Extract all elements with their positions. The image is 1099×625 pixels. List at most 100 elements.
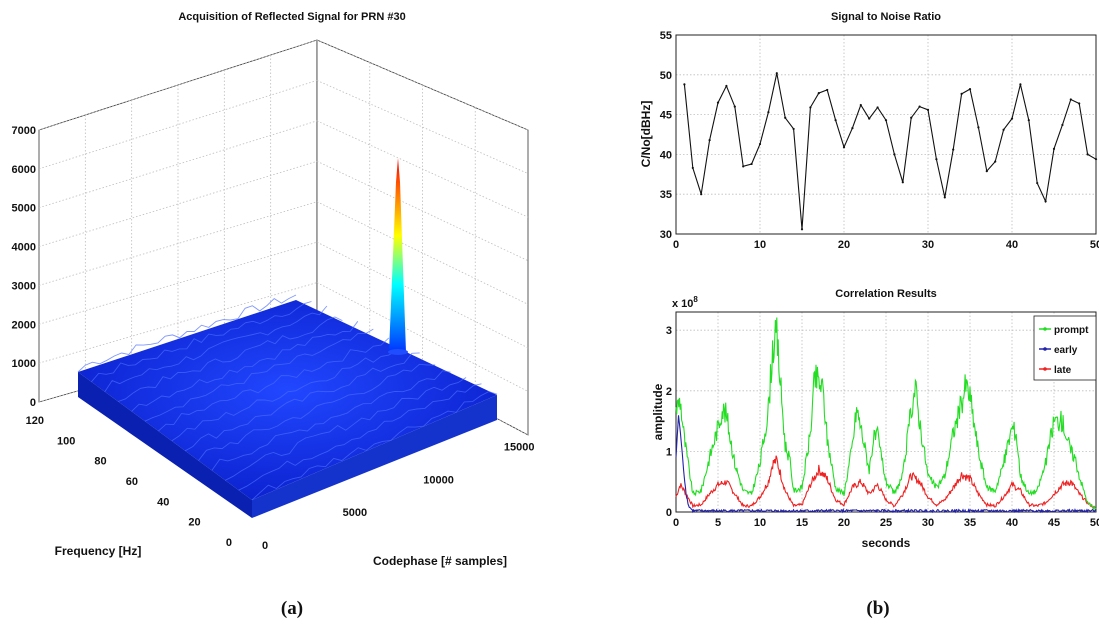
correlation-x-tick-label: 20 (838, 517, 850, 529)
snr-point (918, 105, 921, 108)
correlation-y-multiplier: x 108 (672, 295, 698, 310)
snr-point (926, 108, 930, 111)
snr-y-tick-label: 55 (660, 30, 672, 42)
snr-x-ticks: 0 10 20 30 40 50 (673, 239, 1099, 251)
snr-point (784, 116, 787, 119)
snr-point (725, 84, 728, 88)
correlation-series-late (675, 455, 1097, 510)
snr-point (1069, 98, 1072, 101)
frequency-tick-label: 80 (94, 456, 106, 468)
correlation-x-ticks: 0 5 10 15 20 25 30 35 40 45 50 (673, 517, 1099, 529)
surface-front-edge-left (78, 372, 252, 518)
surface-peak (388, 158, 408, 355)
snr-point (985, 170, 988, 173)
z-tick-label: 6000 (12, 164, 36, 176)
snr-x-tick-label: 10 (754, 239, 766, 251)
snr-y-axis-label: C/No[dBHz] (639, 101, 653, 168)
snr-point (1027, 119, 1030, 122)
snr-point (1010, 117, 1014, 120)
correlation-x-tick-label: 30 (922, 517, 934, 529)
correlation-y-tick-label: 2 (666, 386, 672, 398)
snr-point (884, 119, 888, 122)
snr-point (742, 165, 745, 168)
snr-point (1002, 128, 1005, 131)
correlation-y-tick-label: 3 (666, 325, 672, 337)
snr-point (691, 166, 694, 170)
correlation-y-tick-label: 1 (666, 446, 672, 458)
snr-point (826, 88, 829, 92)
correlation-x-tick-label: 45 (1048, 517, 1060, 529)
legend-marker-early (1043, 347, 1047, 351)
surface-noise-texture (77, 294, 498, 501)
surface-z-ticks: 0 1000 2000 3000 4000 5000 6000 7000 (12, 125, 36, 409)
z-gridline-right (316, 201, 529, 305)
snr-point (977, 126, 980, 129)
correlation-series-prompt (675, 317, 1097, 510)
snr-point (876, 106, 879, 109)
snr-point (834, 119, 837, 122)
surface-front-edge-right (252, 395, 497, 518)
frequency-tick-label: 100 (57, 435, 75, 447)
snr-point (910, 116, 913, 119)
snr-point (842, 146, 846, 149)
snr-y-ticks: 30 35 40 45 50 55 (660, 30, 672, 241)
snr-point (893, 153, 896, 156)
z-tick-label: 2000 (12, 319, 36, 331)
snr-point (1019, 83, 1022, 86)
correlation-x-tick-label: 25 (880, 517, 892, 529)
snr-point (716, 101, 720, 104)
snr-y-tick-label: 50 (660, 70, 672, 82)
correlation-x-tick-label: 35 (964, 517, 976, 529)
legend-items: prompt early late (1039, 325, 1089, 376)
snr-x-tick-label: 50 (1090, 239, 1099, 251)
snr-point (868, 117, 871, 120)
correlation-x-tick-label: 5 (715, 517, 721, 529)
legend-label-late: late (1054, 365, 1072, 376)
z-gridline-right (316, 241, 529, 349)
snr-point (851, 127, 854, 130)
z-tick-label: 5000 (12, 203, 36, 215)
codephase-tick-label: 15000 (504, 442, 535, 454)
snr-point (750, 162, 753, 166)
correlation-x-axis-label: seconds (862, 536, 911, 550)
snr-series-line (683, 73, 1097, 230)
snr-point (1052, 147, 1056, 150)
surface-x-axis-label: Codephase [# samples] (373, 554, 507, 568)
correlation-x-tick-label: 15 (796, 517, 808, 529)
z-tick-label: 4000 (12, 242, 36, 254)
z-tick-label: 3000 (12, 280, 36, 292)
surface-codephase-ticks: 0 5000 10000 15000 (262, 442, 534, 552)
snr-point (792, 127, 795, 131)
z-gridline-left (38, 120, 318, 209)
snr-points (683, 72, 1098, 231)
z-tick-label: 7000 (12, 125, 36, 137)
snr-point (1094, 158, 1098, 161)
z-gridline-left (38, 282, 318, 364)
snr-point (901, 181, 904, 184)
snr-y-tick-label: 30 (660, 229, 672, 241)
snr-point (994, 160, 997, 163)
codephase-tick-label: 0 (262, 540, 268, 552)
snr-x-tick-label: 40 (1006, 239, 1018, 251)
frequency-tick-label: 20 (188, 517, 200, 529)
z-tick-label: 0 (30, 397, 36, 409)
surface-plot-panel: Acquisition of Reflected Signal for PRN … (12, 11, 535, 568)
snr-y-tick-label: 45 (660, 110, 672, 122)
correlation-y-axis-label: amplitude (651, 383, 665, 440)
correlation-plot-panel: Correlation Results 0 5 10 15 20 25 30 35 40 45 5 0… (651, 288, 1099, 550)
snr-point (952, 148, 955, 151)
legend-marker-late (1043, 367, 1047, 371)
snr-point (700, 193, 703, 196)
snr-title: Signal to Noise Ratio (831, 11, 941, 23)
snr-point (817, 92, 820, 95)
correlation-y-tick-label: 0 (666, 507, 672, 519)
snr-point (800, 228, 804, 231)
snr-y-tick-label: 40 (660, 149, 672, 161)
correlation-series (675, 317, 1097, 514)
frequency-tick-label: 0 (226, 537, 232, 549)
snr-point (1044, 200, 1047, 203)
z-gridline-right (316, 282, 529, 392)
snr-point (733, 105, 736, 108)
correlation-legend: prompt early late (1033, 315, 1097, 381)
